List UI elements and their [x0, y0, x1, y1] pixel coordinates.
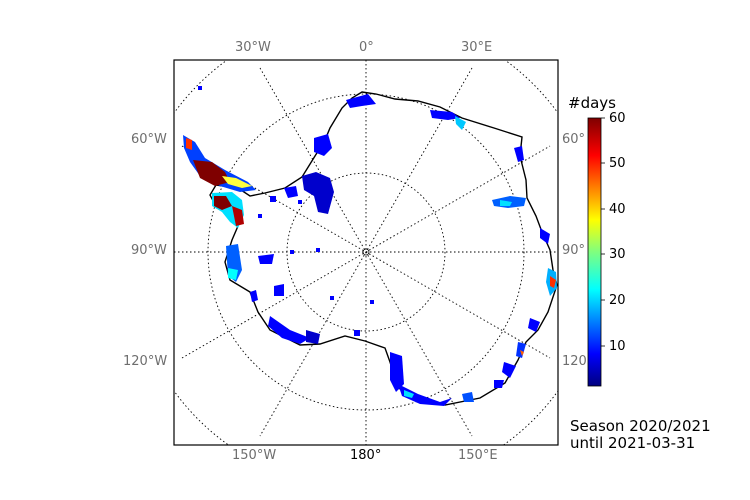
colorbar-tick-30: 30 — [609, 247, 626, 262]
lon-label-150e-bottom: 150°E — [458, 448, 498, 463]
colorbar-tick-40: 40 — [609, 202, 626, 217]
colorbar-tick-50: 50 — [609, 156, 626, 171]
colorbar-ticks — [601, 117, 605, 347]
lat-label-90-right: 90° — [562, 243, 586, 258]
graticule — [174, 60, 558, 445]
melt-patches — [183, 86, 557, 406]
lon-label-150w-bottom: 150°W — [232, 448, 277, 463]
lon-label-30w-top: 30°W — [235, 40, 271, 55]
season-line: Season 2020/2021 — [570, 417, 711, 435]
season-until-line: until 2021-03-31 — [570, 434, 696, 452]
colorbar-tick-60: 60 — [609, 111, 626, 126]
lat-label-120-right: 120 — [562, 354, 587, 369]
colorbar-tick-10: 10 — [609, 339, 626, 354]
lat-label-60-right: 60° — [562, 132, 586, 147]
antarctica-coastline — [209, 91, 558, 406]
lon-label-180-bottom: 180° — [350, 448, 382, 463]
lat-label-90w-left: 90°W — [131, 243, 167, 258]
colorbar-tick-20: 20 — [609, 293, 626, 308]
lat-label-60w-left: 60°W — [131, 132, 167, 147]
lon-label-0-top: 0° — [359, 40, 374, 55]
colorbar-title: #days — [568, 94, 616, 112]
map-frame — [173, 59, 559, 446]
season-caption: Season 2020/2021 until 2021-03-31 — [570, 418, 711, 452]
lon-label-30e-top: 30°E — [461, 40, 493, 55]
lat-label-120w-left: 120°W — [123, 354, 168, 369]
colorbar — [587, 117, 602, 387]
